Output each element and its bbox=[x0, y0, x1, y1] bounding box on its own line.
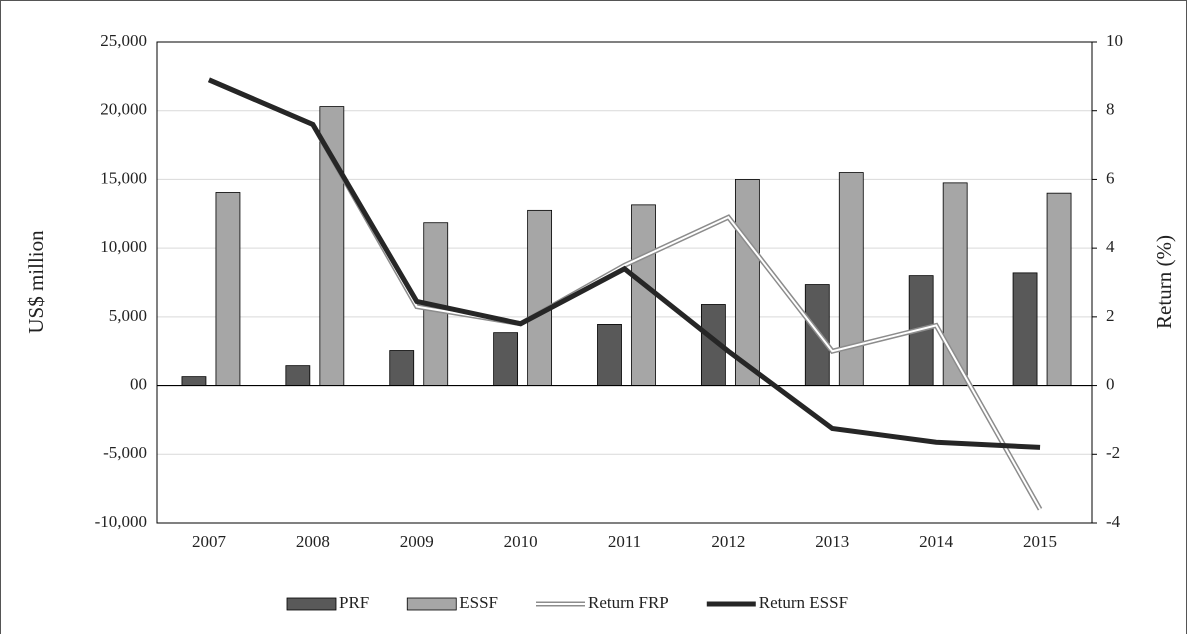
legend-label: ESSF bbox=[459, 593, 498, 612]
bar bbox=[631, 204, 656, 386]
legend-swatch bbox=[286, 597, 337, 611]
legend-label: Return FRP bbox=[588, 593, 669, 612]
y2-tick-label: 4 bbox=[1106, 237, 1115, 256]
y-tick-label: 15,000 bbox=[100, 168, 147, 187]
x-tick-label: 2007 bbox=[192, 532, 227, 551]
y-tick-label: 25,000 bbox=[100, 31, 147, 50]
x-tick-label: 2010 bbox=[504, 532, 538, 551]
legend-swatch bbox=[406, 597, 457, 611]
bar bbox=[285, 365, 311, 386]
y2-tick-label: 2 bbox=[1106, 306, 1115, 325]
y-tick-label: 00 bbox=[130, 374, 147, 393]
y2-tick-label: 8 bbox=[1106, 100, 1115, 119]
y2-tick-label: 6 bbox=[1106, 168, 1115, 187]
y2-tick-label: 10 bbox=[1106, 31, 1123, 50]
bar bbox=[527, 209, 553, 386]
bar bbox=[389, 350, 415, 386]
y2-tick-label: 0 bbox=[1106, 374, 1115, 393]
y2-axis-title: Return (%) bbox=[1152, 235, 1176, 329]
bar bbox=[1046, 192, 1072, 386]
legend-label: Return ESSF bbox=[759, 593, 848, 612]
bar bbox=[734, 179, 760, 386]
line bbox=[207, 77, 1041, 450]
x-tick-label: 2009 bbox=[400, 532, 434, 551]
x-tick-label: 2014 bbox=[919, 532, 954, 551]
x-tick-label: 2008 bbox=[296, 532, 330, 551]
bar bbox=[1012, 272, 1038, 386]
x-tick-label: 2012 bbox=[711, 532, 745, 551]
bar bbox=[597, 324, 622, 386]
y-tick-label: 10,000 bbox=[100, 237, 147, 256]
bar bbox=[319, 106, 345, 386]
y-axis-title: US$ million bbox=[24, 230, 48, 334]
bar bbox=[838, 172, 864, 386]
legend-label: PRF bbox=[339, 593, 369, 612]
x-tick-label: 2015 bbox=[1023, 532, 1057, 551]
plot-border bbox=[156, 41, 1093, 524]
x-tick-label: 2011 bbox=[608, 532, 641, 551]
y-tick-label: -5,000 bbox=[103, 443, 147, 462]
x-tick-label: 2013 bbox=[815, 532, 849, 551]
y-tick-label: -10,000 bbox=[95, 512, 147, 531]
bar bbox=[181, 376, 207, 386]
bar bbox=[215, 192, 241, 386]
bar bbox=[493, 332, 519, 386]
y2-tick-label: -2 bbox=[1106, 443, 1120, 462]
y-tick-label: 20,000 bbox=[100, 100, 147, 119]
y2-tick-label: -4 bbox=[1106, 512, 1121, 531]
y-tick-label: 5,000 bbox=[109, 306, 147, 325]
